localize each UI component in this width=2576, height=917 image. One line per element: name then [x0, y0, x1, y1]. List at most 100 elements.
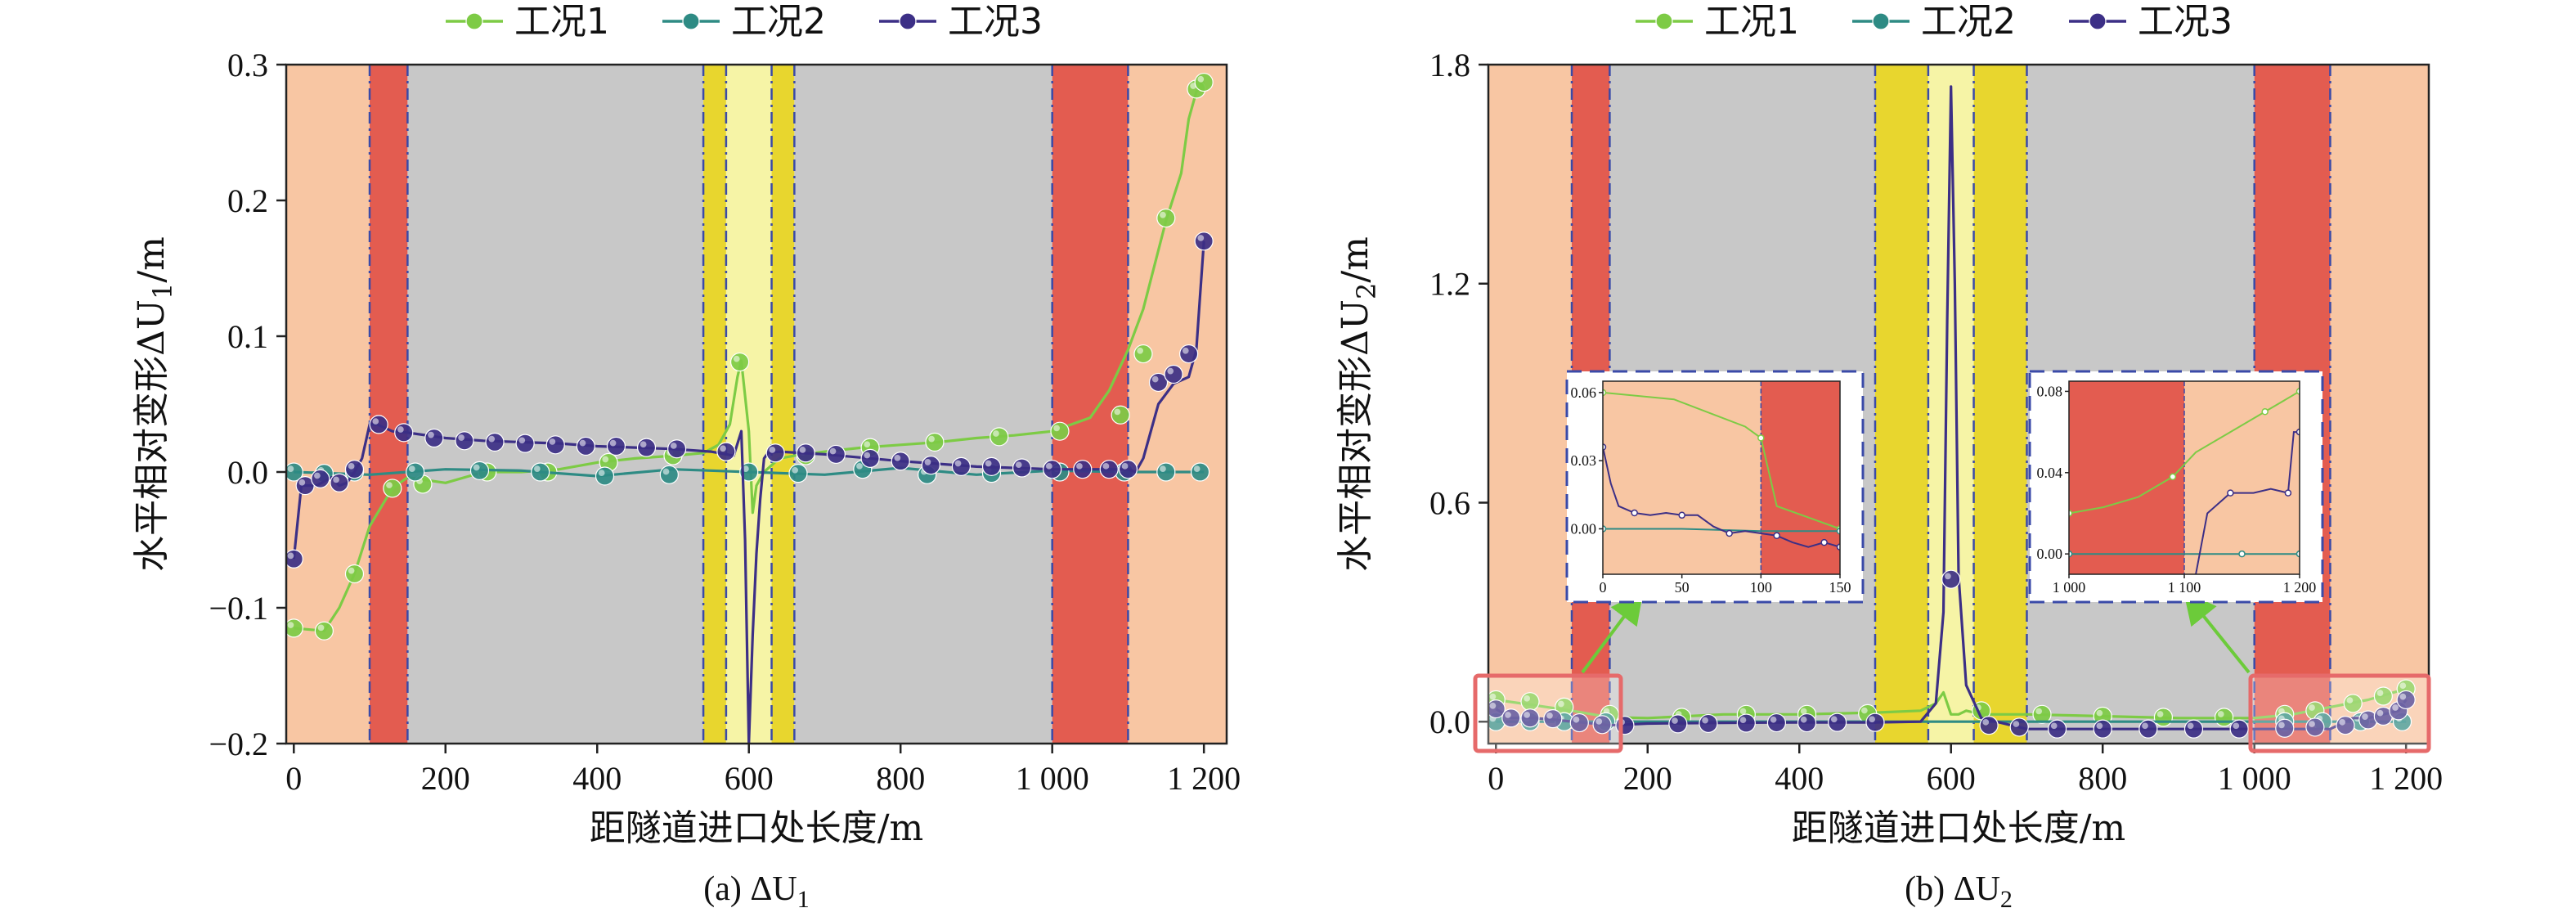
data-point-case3: [2229, 719, 2249, 739]
x-tick-label: 1 000: [1016, 760, 1089, 797]
data-point-highlight: [2278, 721, 2285, 729]
inset-y-tick-label: 0.00: [2037, 546, 2063, 562]
data-point-highlight: [2309, 704, 2315, 711]
data-point-highlight: [348, 462, 355, 470]
data-point-highlight: [640, 441, 647, 448]
x-axis-label-a: 距隧道进口处长度/m: [590, 807, 924, 849]
arrow-to-inset-right: [2183, 591, 2251, 674]
zone-band: [370, 65, 408, 744]
data-point-case3: [1118, 460, 1138, 479]
data-point-case3: [344, 460, 365, 479]
arrow-to-inset-left: [1581, 591, 1644, 674]
x-tick-label: 400: [572, 760, 622, 797]
zone-band: [1973, 65, 2027, 744]
data-point-case3: [1979, 716, 1999, 735]
inset-x-tick-label: 150: [1829, 579, 1851, 596]
data-point-case1: [990, 427, 1009, 447]
inset-data-point: [2284, 489, 2292, 497]
data-point-highlight: [2376, 709, 2384, 717]
data-point-highlight: [924, 459, 931, 465]
data-point-highlight: [518, 437, 526, 444]
data-point-highlight: [1114, 408, 1121, 416]
data-point-highlight: [2346, 697, 2354, 703]
data-point-case3: [981, 456, 1002, 476]
data-point-case3: [2093, 719, 2112, 739]
inset-data-point: [1631, 509, 1638, 517]
data-point-highlight: [488, 435, 496, 443]
data-point-highlight: [1102, 462, 1110, 470]
data-point-highlight: [609, 439, 617, 447]
data-point-case3: [1043, 460, 1062, 479]
legend-b: 工况1 工况2 工况3: [1636, 1, 2233, 43]
data-point-highlight: [864, 452, 871, 459]
data-point-highlight: [287, 622, 294, 628]
data-point-highlight: [1121, 462, 1129, 470]
x-tick-label: 200: [1623, 760, 1672, 797]
y-tick-label: 1.8: [1429, 47, 1470, 83]
legend-label: 工况1: [514, 1, 609, 43]
data-point-highlight: [1053, 425, 1060, 432]
data-point-highlight: [1489, 693, 1497, 700]
inset-x-tick-label: 1 000: [2053, 579, 2086, 596]
data-point-highlight: [1045, 462, 1052, 470]
data-point-highlight: [1197, 235, 1205, 241]
data-point-case3: [826, 444, 846, 465]
data-point-highlight: [1160, 211, 1166, 218]
data-point-highlight: [2050, 722, 2058, 730]
data-point-case2: [469, 461, 490, 480]
x-tick-label: 600: [1927, 760, 1976, 797]
data-point-case3: [1194, 231, 1214, 251]
data-point-highlight: [348, 567, 355, 574]
data-point-case3: [286, 549, 303, 569]
data-point-case3: [455, 431, 474, 451]
inset-y-tick-label: 0.08: [2037, 383, 2063, 399]
inset-y-tick-label: 0.00: [1571, 520, 1597, 537]
data-point-highlight: [2156, 711, 2164, 717]
zone-band: [1488, 65, 1573, 744]
data-point-highlight: [894, 455, 901, 461]
data-point-highlight: [1546, 712, 1553, 719]
y-tick-label: −0.1: [209, 590, 268, 627]
data-point-highlight: [2309, 721, 2315, 727]
data-point-highlight: [1137, 347, 1143, 354]
data-point-case3: [485, 432, 505, 452]
data-point-highlight: [1524, 712, 1531, 718]
inset-series-line-case3: [1603, 447, 1840, 548]
data-point-case3: [330, 473, 349, 492]
panel-b: 0 200 400 600 800 1 000 1 200 0.0 0.6 1.2 1.8 距隧道进…: [1335, 47, 2443, 913]
x-tick-label: 1 200: [2369, 760, 2443, 797]
data-point-highlight: [2233, 722, 2240, 730]
data-point-highlight: [1830, 716, 1838, 723]
inset-data-point: [2227, 489, 2234, 497]
inset-data-point: [1820, 538, 1828, 546]
data-point-case3: [921, 456, 940, 475]
inset-x-tick-label: 1 200: [2283, 579, 2317, 596]
zone-band: [1052, 65, 1129, 744]
data-point-highlight: [1702, 717, 1708, 724]
legend-label: 工况3: [948, 1, 1043, 43]
data-point-highlight: [733, 355, 740, 362]
data-point-case3: [1699, 713, 1718, 734]
caption-b: (b) ΔU2: [1905, 870, 2013, 913]
legend-swatch-marker: [1655, 12, 1673, 30]
legend-swatch-marker: [899, 12, 917, 30]
data-point-highlight: [408, 465, 415, 473]
y-axis-label-b: 水平相对变形ΔU2/m: [1335, 236, 1382, 572]
legend-label: 工况2: [731, 1, 826, 43]
series-line-case1: [294, 81, 1205, 632]
data-point-highlight: [1595, 718, 1603, 725]
data-point-case3: [515, 434, 535, 453]
x-tick-label: 600: [725, 760, 774, 797]
data-point-highlight: [1945, 573, 1951, 580]
zone-band: [703, 65, 726, 744]
data-point-highlight: [1193, 465, 1200, 473]
data-point-case3: [951, 456, 972, 476]
axes-frame-a: [285, 63, 1228, 745]
zone-band: [407, 65, 704, 744]
inset-data-point: [2261, 408, 2269, 416]
inset-data-point: [1836, 543, 1840, 551]
y-tick-label: 1.2: [1429, 266, 1470, 303]
y-tick-label: 0.6: [1429, 484, 1470, 521]
legend-label: 工况1: [1704, 1, 1799, 43]
x-tick-label: 0: [285, 760, 302, 797]
